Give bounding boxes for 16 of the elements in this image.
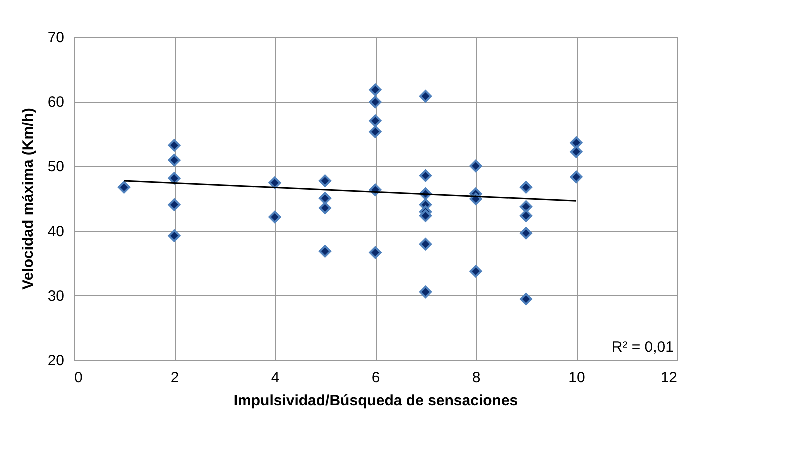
annotation: R² = 0,01 — [612, 339, 674, 356]
x-tick-label: 4 — [271, 370, 280, 386]
x-tick-label: 2 — [170, 370, 180, 386]
x-tick-label: 6 — [372, 370, 380, 386]
x-tick-label: 8 — [472, 370, 481, 386]
y-tick-label: 50 — [48, 158, 64, 176]
x-tick-label: 12 — [660, 370, 678, 386]
x-axis-title: Impulsividad/Búsqueda de sensaciones — [234, 392, 518, 410]
x-tick-label: 10 — [568, 370, 586, 386]
y-axis-title: Velocidad máxima (Km/h) — [20, 108, 37, 290]
x-tick-label: 0 — [74, 370, 83, 386]
y-tick-label: 70 — [48, 30, 64, 46]
y-tick-label: 40 — [48, 223, 64, 240]
y-tick-label: 20 — [48, 352, 64, 370]
y-tick-label: 30 — [48, 288, 64, 305]
y-tick-label: 60 — [48, 94, 64, 112]
